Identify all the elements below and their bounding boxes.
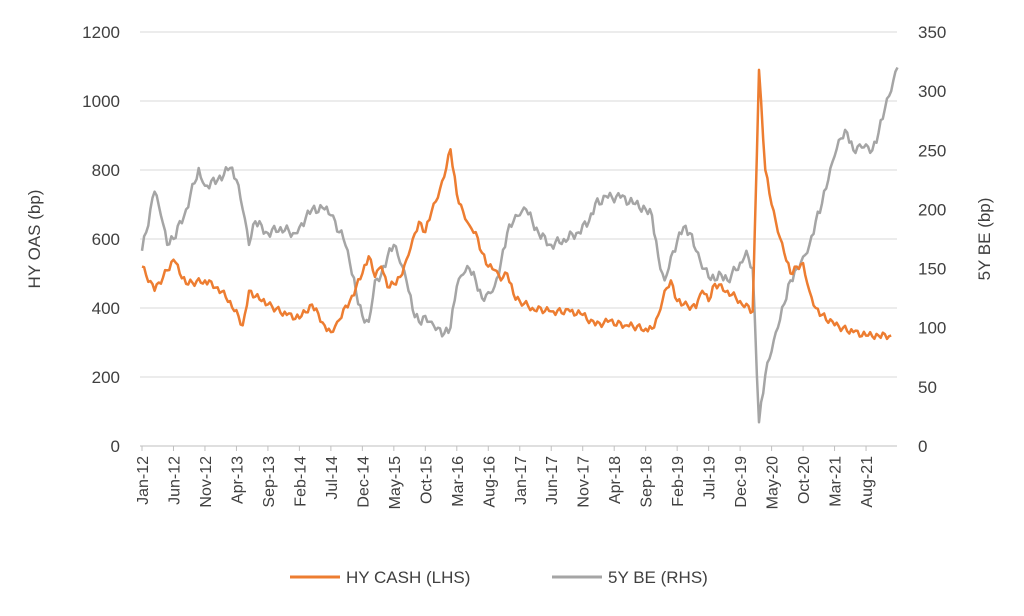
legend: HY CASH (LHS) 5Y BE (RHS)	[290, 568, 708, 587]
right-tick-label: 0	[918, 437, 927, 456]
right-axis-title: 5Y BE (bp)	[975, 198, 994, 281]
right-tick-label: 200	[918, 200, 946, 219]
legend-label-hy-cash: HY CASH (LHS)	[346, 568, 470, 587]
x-tick-label: Oct-20	[796, 456, 813, 504]
x-tick-label: Jul-19	[702, 456, 719, 500]
legend-label-5y-be: 5Y BE (RHS)	[608, 568, 708, 587]
right-tick-label: 300	[918, 82, 946, 101]
left-tick-label: 1000	[82, 92, 120, 111]
x-tick-label: Jan-12	[135, 456, 152, 505]
x-tick-label: Jun-12	[166, 456, 183, 505]
x-tick-label: Dec-19	[733, 456, 750, 508]
left-axis-title: HY OAS (bp)	[25, 190, 44, 289]
right-tick-label: 100	[918, 319, 946, 338]
x-tick-label: Mar-21	[828, 456, 845, 507]
right-tick-label: 50	[918, 378, 937, 397]
left-tick-label: 400	[92, 299, 120, 318]
x-tick-label: Oct-15	[418, 456, 435, 504]
left-tick-label: 0	[111, 437, 120, 456]
x-tick-label: Aug-16	[481, 456, 498, 508]
x-tick-label: Feb-19	[670, 456, 687, 507]
x-tick-label: Apr-18	[607, 456, 624, 504]
x-tick-label: May-20	[765, 456, 782, 509]
right-axis-ticks: 0 50 100 150 200 250 300 350	[918, 23, 946, 456]
x-tick-label: Jan-17	[513, 456, 530, 505]
x-tick-label: Nov-17	[576, 456, 593, 508]
x-tick-label: Sep-13	[261, 456, 278, 508]
x-tick-label: Jul-14	[324, 456, 341, 500]
left-axis-ticks: 0 200 400 600 800 1000 1200	[82, 23, 120, 456]
series-lines	[140, 66, 899, 424]
x-tick-label: Dec-14	[355, 456, 372, 508]
hy-cash-line	[141, 68, 892, 341]
left-tick-label: 800	[92, 161, 120, 180]
gridlines	[140, 31, 897, 447]
right-tick-label: 250	[918, 141, 946, 160]
x-tick-label: Apr-13	[229, 456, 246, 504]
x-tick-label: Aug-21	[859, 456, 876, 508]
x-tick-label: Jun-17	[544, 456, 561, 505]
x-tick-label: Mar-16	[450, 456, 467, 507]
x-tick-label: May-15	[387, 456, 404, 509]
5y-be-line	[140, 66, 899, 424]
x-tick-label: Nov-12	[198, 456, 215, 508]
left-tick-label: 1200	[82, 23, 120, 42]
x-axis-ticks: Jan-12 Jun-12 Nov-12 Apr-13 Sep-13 Feb-14 Jul-…	[135, 446, 876, 509]
x-tick-label: Feb-14	[292, 456, 309, 507]
left-tick-label: 600	[92, 230, 120, 249]
x-tick-label: Sep-18	[639, 456, 656, 508]
right-tick-label: 150	[918, 260, 946, 279]
left-tick-label: 200	[92, 368, 120, 387]
right-tick-label: 350	[918, 23, 946, 42]
